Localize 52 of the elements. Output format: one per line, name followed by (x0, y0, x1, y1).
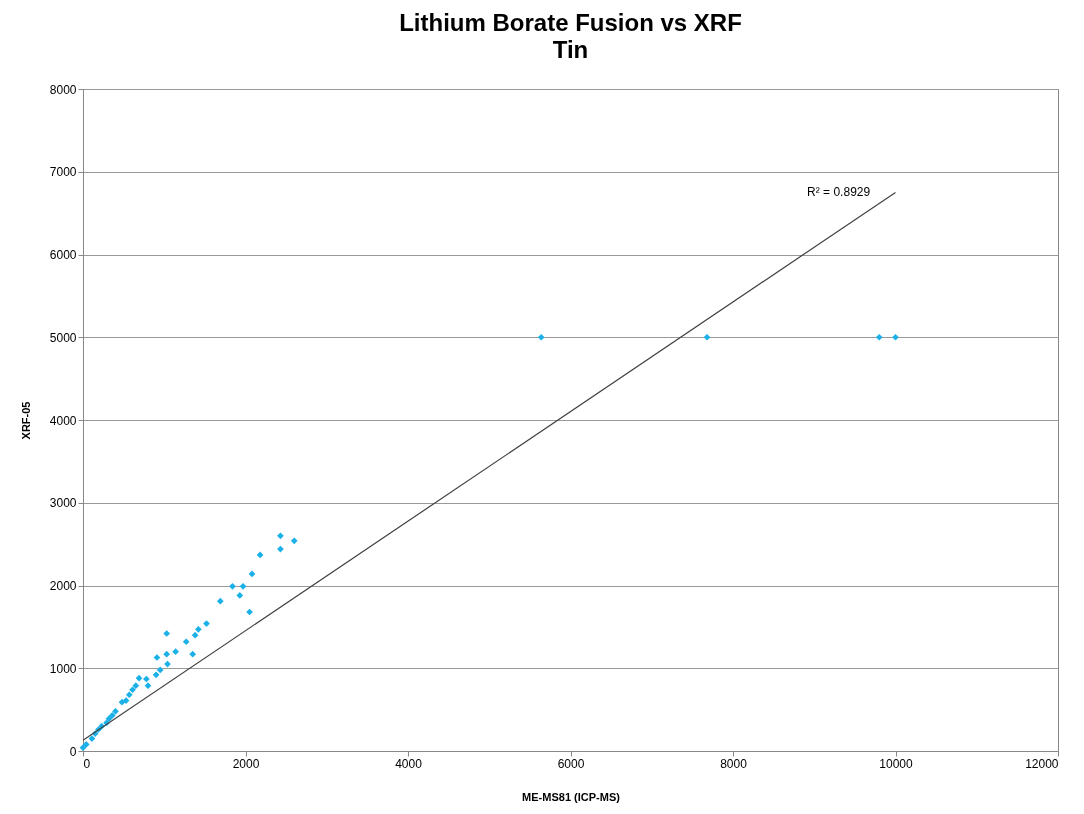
point (132, 682, 140, 689)
point (229, 582, 236, 590)
point (195, 626, 202, 633)
point (135, 674, 143, 682)
point (163, 630, 171, 637)
point (172, 648, 179, 656)
point (112, 707, 119, 715)
x-axis-title: ME-MS81 (ICP-MS) (522, 790, 621, 803)
point (163, 650, 171, 658)
y-tick-label: 7000 (49, 165, 77, 180)
point (875, 333, 883, 341)
point (290, 537, 298, 545)
y-tick-label: 6000 (49, 248, 77, 262)
x-tick-label: 4000 (395, 756, 423, 771)
y-tick-label: 8000 (49, 82, 77, 97)
point (191, 631, 199, 639)
point (236, 592, 244, 599)
chart-subtitle: Tin (552, 36, 589, 63)
y-tick-label: 3000 (49, 496, 77, 511)
point (129, 686, 136, 694)
point (277, 532, 284, 540)
y-tick-label: 1000 (49, 661, 77, 676)
point (82, 741, 90, 748)
point (239, 582, 247, 590)
point (248, 570, 256, 578)
point (125, 691, 133, 699)
y-tick-label: 5000 (49, 330, 77, 345)
point (203, 620, 210, 627)
y-tick-label: 0 (69, 744, 77, 759)
point (118, 698, 126, 706)
chart-title: Lithium Borate Fusion vs XRF (399, 9, 742, 36)
y-axis-title: XRF-05 (19, 401, 32, 440)
point (189, 650, 197, 658)
point (105, 715, 113, 723)
point (892, 333, 899, 341)
y-tick-label: 2000 (49, 579, 77, 593)
x-tick-label: 12000 (1025, 756, 1059, 771)
point (703, 333, 711, 341)
y-tick-label: 4000 (49, 413, 77, 428)
point (156, 666, 164, 674)
point (108, 712, 116, 719)
x-tick-label: 0 (83, 756, 91, 771)
point (256, 551, 264, 559)
point (216, 597, 224, 605)
x-tick-label: 10000 (879, 756, 914, 771)
point (537, 333, 545, 341)
point (152, 671, 160, 679)
x-tick-label: 8000 (720, 756, 748, 771)
point (182, 638, 190, 646)
x-tick-label: 6000 (557, 756, 585, 771)
x-tick-label: 2000 (232, 756, 260, 771)
annotation: R² = 0.8929 (807, 184, 871, 199)
